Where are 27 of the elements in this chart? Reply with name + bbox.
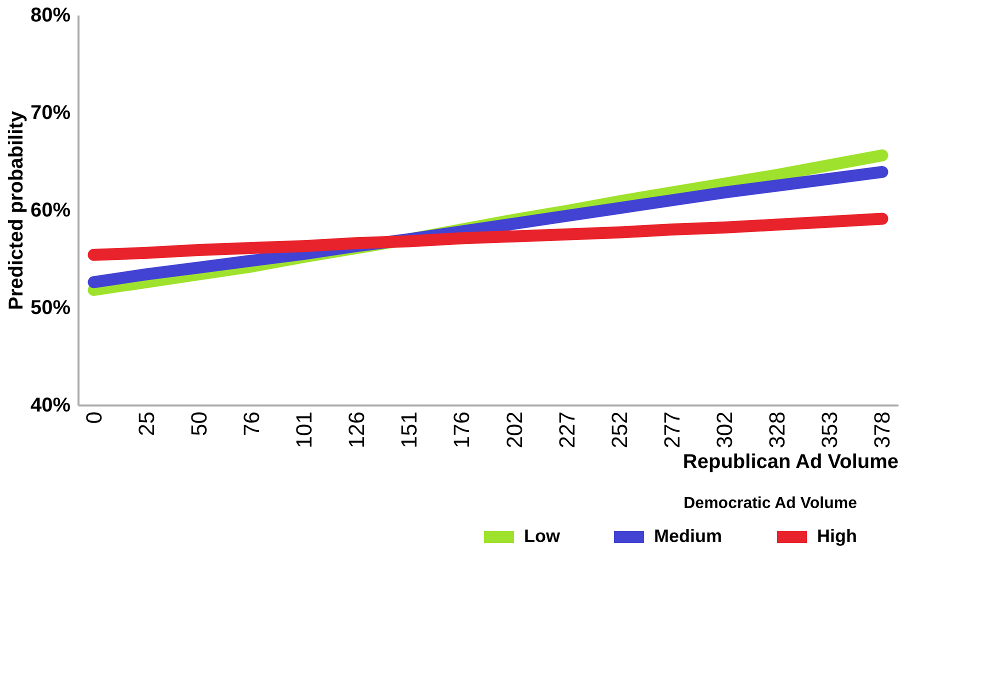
- x-tick-label: 101: [292, 412, 317, 448]
- x-tick-label: 76: [238, 412, 264, 436]
- y-tick-label: 60%: [30, 200, 71, 222]
- y-tick-label: 40%: [30, 394, 71, 416]
- legend-label: High: [817, 526, 857, 546]
- legend-label: Low: [524, 526, 561, 546]
- x-axis-title: Republican Ad Volume: [682, 451, 898, 474]
- x-tick-label: 277: [659, 412, 684, 448]
- x-tick-label: 353: [817, 412, 842, 448]
- x-tick-label: 25: [134, 412, 159, 436]
- x-tick-label: 328: [764, 412, 790, 448]
- y-axis-title: Predicted probability: [5, 110, 28, 310]
- x-tick-label: 50: [186, 412, 212, 436]
- x-tick-label: 227: [554, 412, 580, 448]
- x-tick-label: 176: [449, 412, 474, 448]
- y-tick-label: 70%: [30, 102, 71, 124]
- legend-label: Medium: [654, 526, 722, 546]
- x-tick-label: 151: [396, 412, 422, 448]
- x-tick-label: 378: [870, 412, 895, 448]
- x-tick-label: 126: [344, 412, 370, 448]
- legend-title: Democratic Ad Volume: [684, 495, 858, 512]
- x-tick-label: 0: [81, 412, 106, 424]
- x-tick-label: 252: [606, 412, 632, 448]
- x-tick-label: 202: [502, 412, 527, 448]
- y-tick-label: 80%: [30, 4, 71, 26]
- y-tick-label: 50%: [30, 297, 71, 319]
- x-tick-label: 302: [712, 412, 738, 448]
